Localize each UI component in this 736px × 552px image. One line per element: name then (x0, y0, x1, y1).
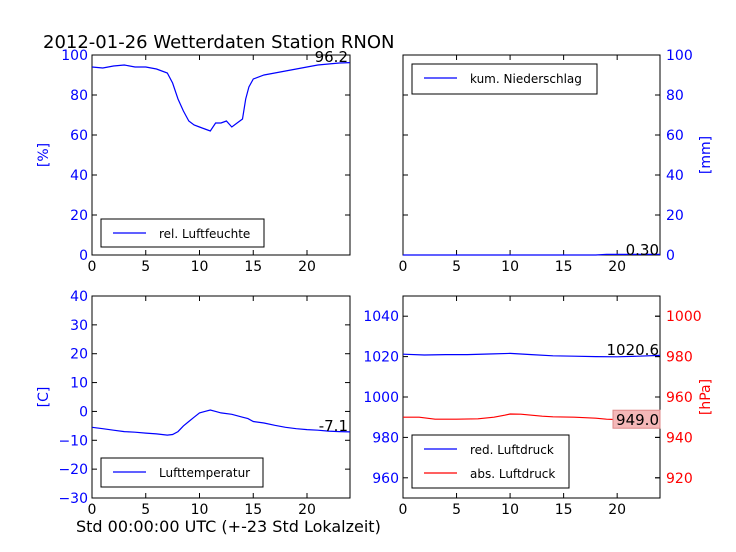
y-axis-label: [C] (36, 387, 52, 408)
x-tick-label: 10 (501, 259, 519, 275)
current-value-label: 96.2 (315, 48, 348, 66)
x-tick-label: 5 (452, 259, 461, 275)
x-tick-label: 15 (555, 259, 573, 275)
y-tick-label: 20 (70, 347, 88, 363)
x-tick-label: 0 (88, 502, 97, 518)
plot-frame (91, 295, 351, 499)
series-line-1 (91, 409, 351, 436)
y-tick-label: 60 (666, 128, 684, 144)
x-tick-label: 5 (141, 502, 150, 518)
y-tick-label: 1040 (363, 309, 399, 325)
legend-box (411, 434, 570, 489)
x-tick-label: 20 (608, 259, 626, 275)
series-line-1 (403, 253, 660, 256)
legend-label: Lufttemperatur (159, 466, 250, 480)
y-tick-label-right: 960 (666, 390, 693, 406)
y-tick-label: −10 (58, 433, 88, 449)
current-value-label-right: 949.0 (616, 411, 659, 429)
y-tick-label-right: 1000 (666, 309, 702, 325)
plot-frame (91, 54, 351, 256)
y-tick-label: 80 (666, 88, 684, 104)
y-tick-label: 100 (61, 48, 88, 64)
x-tick-label: 10 (191, 259, 209, 275)
y-tick-label-right: 920 (666, 471, 693, 487)
y-tick-label: 20 (70, 208, 88, 224)
y-tick-label: 40 (70, 289, 88, 305)
y-axis-label: [mm] (698, 136, 714, 174)
x-tick-label: 20 (608, 502, 626, 518)
x-tick-label: 0 (399, 502, 408, 518)
figure-xlabel: Std 00:00:00 UTC (+-23 Std Lokalzeit) (76, 517, 381, 536)
chart-temperature: 0 5 10 15 20 −30 −20 −10 0 10 20 30 40 [C] Lufttempera… (36, 289, 351, 518)
x-tick-label: 10 (501, 502, 519, 518)
y-axis-label: [%] (36, 143, 52, 167)
x-tick-label: 15 (244, 502, 262, 518)
series-line-1 (91, 62, 351, 132)
current-value-label: 0.30 (626, 241, 659, 259)
chart-precipitation: 0 5 10 15 20 0 20 40 60 80 100 [mm] kum. Niederschla… (399, 48, 714, 275)
x-tick-label: 5 (452, 502, 461, 518)
y-tick-label: 980 (372, 430, 399, 446)
x-tick-label: 15 (555, 502, 573, 518)
x-tick-label: 10 (191, 502, 209, 518)
y-tick-label: 20 (666, 208, 684, 224)
x-tick-label: 15 (244, 259, 262, 275)
y-tick-label: 40 (70, 168, 88, 184)
y-tick-label: 80 (70, 88, 88, 104)
x-tick-label: 20 (298, 259, 316, 275)
legend-label: rel. Luftfeuchte (159, 227, 250, 241)
current-value-label: -7.1 (319, 417, 348, 435)
y-tick-label: 40 (666, 168, 684, 184)
y-tick-label: 0 (79, 404, 88, 420)
y-tick-label: 1000 (363, 390, 399, 406)
y-tick-label: 0 (666, 248, 675, 264)
series-line-2 (403, 413, 660, 421)
y-tick-label: −30 (58, 491, 88, 507)
y-tick-label: −20 (58, 462, 88, 478)
legend-label: red. Luftdruck (470, 443, 554, 457)
figure-title: 2012-01-26 Wetterdaten Station RNON (43, 32, 394, 53)
x-tick-label: 0 (88, 259, 97, 275)
legend-label: kum. Niederschlag (470, 72, 582, 86)
chart-pressure: 0 5 10 15 20 960 980 1000 1020 1040 920 940 960 980 10… (363, 295, 714, 518)
y-tick-label: 960 (372, 471, 399, 487)
y-axis-label: [hPa] (698, 379, 714, 415)
legend-label: abs. Luftdruck (470, 467, 555, 481)
y-tick-label: 100 (666, 48, 693, 64)
y-tick-label-right: 980 (666, 350, 693, 366)
legend-box (411, 63, 598, 95)
x-tick-label: 20 (298, 502, 316, 518)
x-tick-label: 5 (141, 259, 150, 275)
y-tick-label: 10 (70, 376, 88, 392)
y-tick-label-right: 940 (666, 430, 693, 446)
chart-humidity: 0 5 10 15 20 0 20 40 60 80 100 [%] rel. Luftfeuchte 9… (36, 48, 351, 275)
x-tick-label: 0 (399, 259, 408, 275)
current-value-label: 1020.6 (607, 341, 660, 359)
series-line-1 (402, 352, 661, 358)
y-tick-label: 1020 (363, 350, 399, 366)
y-tick-label: 60 (70, 128, 88, 144)
current-value-badge-right (612, 409, 661, 429)
y-tick-label: 0 (79, 248, 88, 264)
y-tick-label: 30 (70, 318, 88, 334)
